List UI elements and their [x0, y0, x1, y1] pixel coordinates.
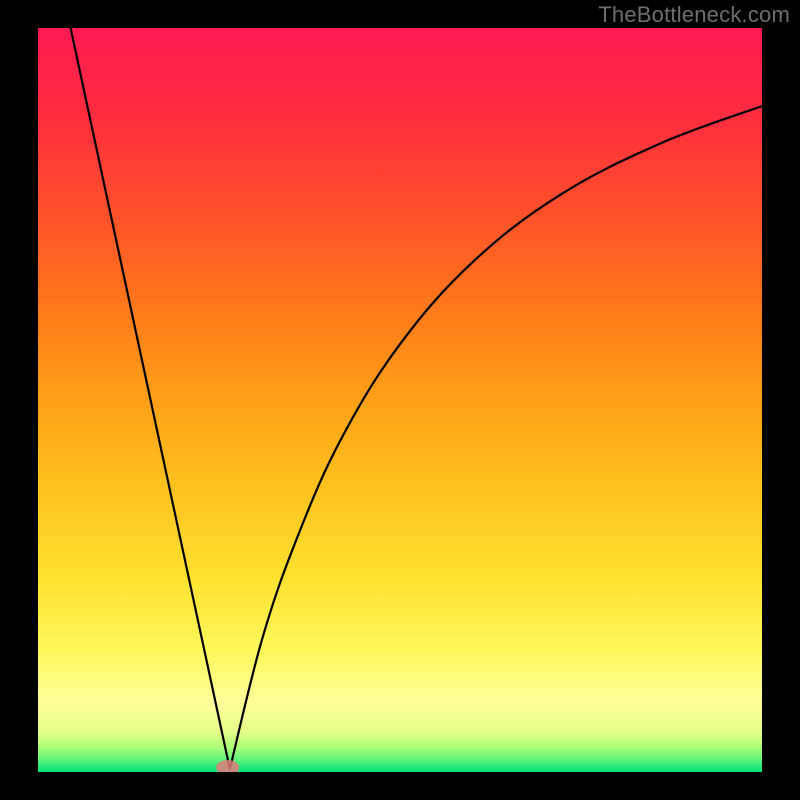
- chart-frame: TheBottleneck.com: [0, 0, 800, 800]
- plot-area: [38, 28, 762, 772]
- bottleneck-chart: [38, 28, 762, 772]
- gradient-background: [38, 28, 762, 772]
- attribution-label: TheBottleneck.com: [598, 2, 790, 28]
